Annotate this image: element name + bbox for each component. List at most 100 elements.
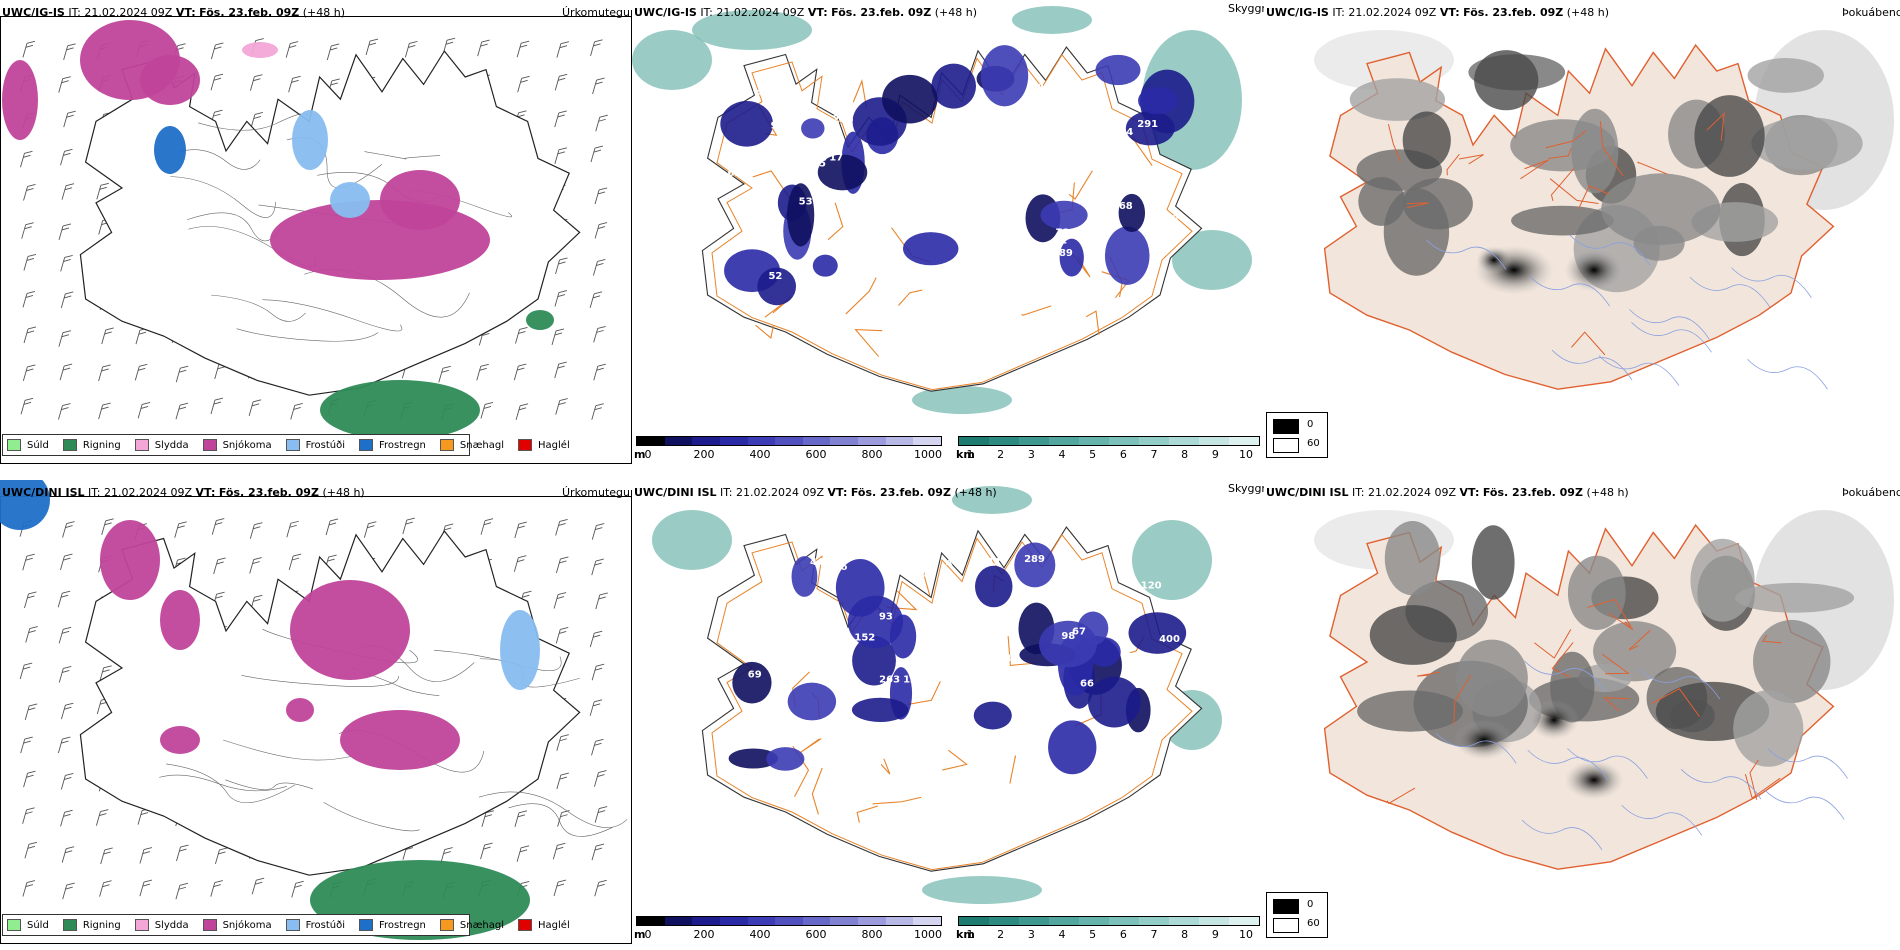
fog-key-top: 0 60 <box>1266 412 1328 458</box>
colorbar-segment <box>1019 917 1049 925</box>
vt-label: VT: <box>1459 486 1480 499</box>
it-label: IT: <box>700 6 713 19</box>
colorbar-segment <box>1139 437 1169 445</box>
fog-panel-bottom: UWC/DINI ISL IT: 21.02.2024 09Z VT: Fös.… <box>1264 480 1900 945</box>
legend-item: Haglél <box>518 919 570 931</box>
colorbar-segment <box>1229 917 1259 925</box>
legend-swatch <box>202 919 217 931</box>
legend-swatch <box>359 919 373 931</box>
cloud-value-label: 140 <box>1031 81 1052 92</box>
legend-label: Haglél <box>538 919 570 931</box>
legend-item: Súld <box>7 439 49 451</box>
cloud-base-colorbar-unit: m <box>634 448 646 461</box>
cloud-value-label: 608 <box>778 655 799 666</box>
cloud-value-label: 89 <box>1059 248 1073 259</box>
colorbar-tick: 6 <box>1119 928 1127 941</box>
colorbar-tick: 1 <box>966 448 974 461</box>
cloud-value-label: 263 <box>879 674 900 685</box>
colorbar-segment <box>1199 917 1229 925</box>
panel-title: Úrkomutegund <box>562 6 632 19</box>
colorbar-tick: 5 <box>1089 448 1097 461</box>
cloud-value-label: 822 <box>1158 214 1179 225</box>
colorbars: 0 200 400 600 800 1000 m 1 2 3 4 5 6 7 8 9 10 km <box>632 434 1264 464</box>
legend-label: Slydda <box>154 439 189 451</box>
legend-label: Frostúði <box>305 919 345 931</box>
cloud-value-label: 532 <box>799 197 820 208</box>
cloud-value-label: 52 <box>768 271 782 282</box>
cloud-value-label: 67 <box>1072 626 1086 637</box>
cloud-value-label: 465 <box>946 558 967 569</box>
cloud-value-labels: 113 95 101 93 123 86 66 69 79 67 62 60 52 48 70 67 66 106… <box>748 554 1180 741</box>
colorbar-segment <box>858 437 886 445</box>
legend-item: Rigning <box>62 439 121 451</box>
cloud-value-label: 73 <box>1056 228 1070 239</box>
precip-panel-top: UWC/IG-IS IT: 21.02.2024 09Z VT: Fös. 23… <box>0 0 632 465</box>
legend-item: Rigning <box>62 919 121 931</box>
colorbar-tick: 800 <box>861 448 883 461</box>
colorbar-segment <box>775 437 803 445</box>
cloud-value-label: 67 <box>788 610 802 621</box>
colorbar-tick: 200 <box>693 448 715 461</box>
fog-map-bottom <box>1314 510 1894 870</box>
colorbar-tick: 3 <box>1027 928 1035 941</box>
legend-swatch <box>285 919 300 931</box>
panel-header: UWC/IG-IS IT: 21.02.2024 09Z VT: Fös. 23… <box>634 6 977 19</box>
cloud-base-areas <box>720 45 1195 306</box>
legend-item: Snjókoma <box>202 919 272 931</box>
cloud-value-label: 46 <box>910 159 924 170</box>
legend-label: Haglél <box>538 439 570 451</box>
cloud-value-label: 76 <box>1014 248 1028 259</box>
legend-swatch <box>518 439 533 451</box>
legend-swatch <box>7 919 21 931</box>
vt-value: Fös. 23.feb. 09Z <box>1482 486 1583 499</box>
cloud-value-label: 87 <box>923 187 937 198</box>
panel-title: Skyggni <box>1228 2 1264 15</box>
road-network <box>1386 598 1782 805</box>
cloud-panel-bottom: UWC/DINI ISL IT: 21.02.2024 09Z VT: Fös.… <box>632 480 1264 945</box>
model-name: UWC/IG-IS <box>634 6 697 19</box>
colorbar-tick: 200 <box>693 928 715 941</box>
colorbar-tick: 9 <box>1211 448 1219 461</box>
cloud-value-label: 63 <box>728 168 742 179</box>
vt-value: Fös. 23.feb. 09Z <box>199 6 300 19</box>
colorbar-tick: 1 <box>966 928 974 941</box>
legend-label: Súld <box>27 439 49 451</box>
colorbar-tick: 1000 <box>914 448 942 461</box>
model-name: UWC/IG-IS <box>2 6 65 19</box>
colorbar-segment <box>989 437 1019 445</box>
colorbar-tick: 7 <box>1150 448 1158 461</box>
colorbar-segment <box>637 917 665 925</box>
cloud-value-label: 347 <box>739 89 760 100</box>
precip-areas <box>2 20 554 440</box>
colorbar-segment <box>1169 917 1199 925</box>
lead-time: (+48 h) <box>934 6 978 19</box>
cloud-value-label: 284 <box>1115 145 1136 156</box>
vt-value: Fös. 23.feb. 09Z <box>1463 6 1564 19</box>
colorbars: 0 200 400 600 800 1000 m 1 2 3 4 5 6 7 8 9 10 km <box>632 914 1264 944</box>
colorbar-tick: 400 <box>749 928 771 941</box>
it-value: 21.02.2024 09Z <box>736 486 825 499</box>
vt-value: Fös. 23.feb. 09Z <box>850 486 951 499</box>
colorbar-tick: 4 <box>1058 448 1066 461</box>
panel-header: UWC/DINI ISL IT: 21.02.2024 09Z VT: Fös.… <box>1266 486 1629 499</box>
legend-label: Rigning <box>82 919 121 931</box>
map-frame <box>0 16 632 464</box>
legend-item: Snjókoma <box>202 439 272 451</box>
cloud-value-label: 93 <box>771 121 785 132</box>
lead-time: (+48 h) <box>1566 6 1610 19</box>
panel-header: UWC/DINI ISL IT: 21.02.2024 09Z VT: Fös.… <box>634 486 997 499</box>
cloud-value-label: 80 <box>955 234 969 245</box>
legend-swatch <box>439 439 454 451</box>
legend-item: Frostregn <box>359 439 426 451</box>
legend-swatch <box>134 439 149 451</box>
cloud-value-label: 52 <box>1030 726 1044 737</box>
cloud-base-colorbar <box>636 436 942 446</box>
legend-label: Frostregn <box>379 919 426 931</box>
precip-map-bottom <box>0 480 628 940</box>
colorbar-segment <box>1019 437 1049 445</box>
cloud-value-label: 124 <box>727 77 748 88</box>
colorbar-segment <box>1199 437 1229 445</box>
colorbar-tick: 6 <box>1119 448 1127 461</box>
colorbar-segment <box>1079 917 1109 925</box>
